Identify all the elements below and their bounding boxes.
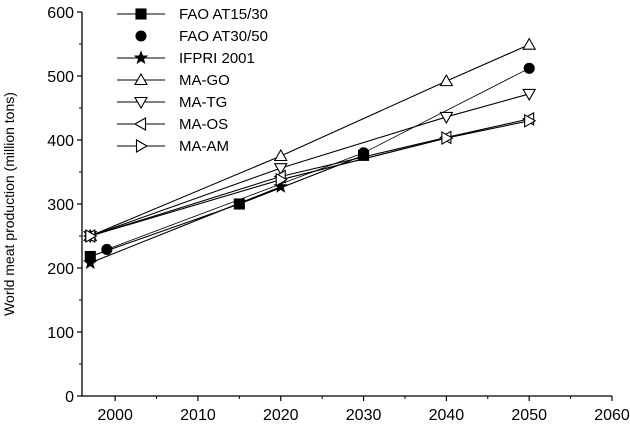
- legend-item: FAO AT15/30: [117, 6, 268, 23]
- triangle-left-marker: [133, 117, 147, 131]
- series-line: [90, 93, 530, 237]
- legend-item: MA-TG: [117, 94, 227, 111]
- axes: 0 100 200 300 400 500 600 2000 2010 2020 2030 2040…: [47, 5, 630, 424]
- legend-label: FAO AT30/50: [179, 28, 268, 45]
- triangle-down-marker: [439, 111, 454, 125]
- circle-marker: [101, 243, 113, 255]
- triangle-down-marker: [273, 163, 288, 176]
- legend-item: IFPRI 2001: [117, 50, 255, 67]
- y-tick-label: 200: [47, 261, 74, 278]
- y-tick-label: 0: [65, 389, 74, 406]
- legend-label: MA-TG: [179, 94, 227, 111]
- triangle-up-marker: [439, 74, 454, 87]
- series-ma-go: [83, 37, 537, 242]
- legend: FAO AT15/30 FAO AT30/50 IFPRI 2001 MA-GO MA-…: [117, 6, 268, 155]
- legend-item: MA-AM: [117, 138, 229, 155]
- legend-label: MA-OS: [179, 116, 228, 133]
- plot-area: [83, 37, 537, 270]
- y-ticks: 0 100 200 300 400 500 600: [47, 5, 82, 406]
- series-ma-tg: [83, 88, 537, 244]
- star-marker: [83, 255, 98, 270]
- x-tick-label: 2040: [429, 407, 465, 424]
- series-line: [90, 118, 530, 237]
- triangle-right-marker: [524, 113, 537, 128]
- legend-item: FAO AT30/50: [135, 28, 268, 45]
- legend-label: IFPRI 2001: [179, 50, 255, 67]
- series-line: [90, 154, 364, 257]
- triangle-up-marker: [273, 148, 288, 162]
- x-tick-label: 2060: [594, 407, 630, 424]
- series-line: [90, 44, 530, 237]
- y-axis-title: World meat production (million tons): [1, 92, 17, 316]
- x-tick-label: 2000: [97, 407, 133, 424]
- square-marker: [233, 198, 245, 210]
- triangle-down-marker: [522, 88, 537, 102]
- series-line: [90, 120, 530, 237]
- y-tick-label: 400: [47, 133, 74, 150]
- legend-label: FAO AT15/30: [179, 6, 268, 23]
- triangle-right-marker: [275, 172, 288, 187]
- x-ticks: 2000 2010 2020 2030 2040 2050 2060: [97, 396, 630, 424]
- triangle-down-marker: [134, 96, 148, 110]
- series-fao-at30-50: [101, 62, 535, 255]
- legend-item: MA-GO: [117, 72, 230, 89]
- y-tick-label: 300: [47, 197, 74, 214]
- circle-marker: [523, 62, 535, 74]
- triangle-up-marker: [522, 37, 537, 50]
- x-tick-label: 2010: [180, 407, 216, 424]
- square-marker: [135, 8, 147, 20]
- legend-item: MA-OS: [117, 116, 228, 133]
- y-tick-label: 100: [47, 325, 74, 342]
- triangle-right-marker: [85, 229, 98, 243]
- series-ifpri-2001: [83, 179, 288, 270]
- series-line: [106, 67, 530, 250]
- y-tick-label: 600: [47, 5, 74, 22]
- y-tick-label: 500: [47, 69, 74, 86]
- x-tick-label: 2030: [346, 407, 382, 424]
- triangle-right-marker: [135, 139, 149, 153]
- series-line: [90, 186, 281, 264]
- series-ma-am: [85, 113, 537, 243]
- triangle-up-marker: [134, 72, 148, 86]
- series-ma-os: [83, 111, 535, 243]
- star-marker: [133, 50, 149, 65]
- x-tick-label: 2020: [263, 407, 299, 424]
- triangle-right-marker: [441, 131, 454, 146]
- circle-marker: [358, 147, 370, 159]
- x-tick-label: 2050: [511, 407, 547, 424]
- legend-label: MA-GO: [179, 72, 230, 89]
- legend-label: MA-AM: [179, 138, 229, 155]
- circle-marker: [135, 30, 147, 42]
